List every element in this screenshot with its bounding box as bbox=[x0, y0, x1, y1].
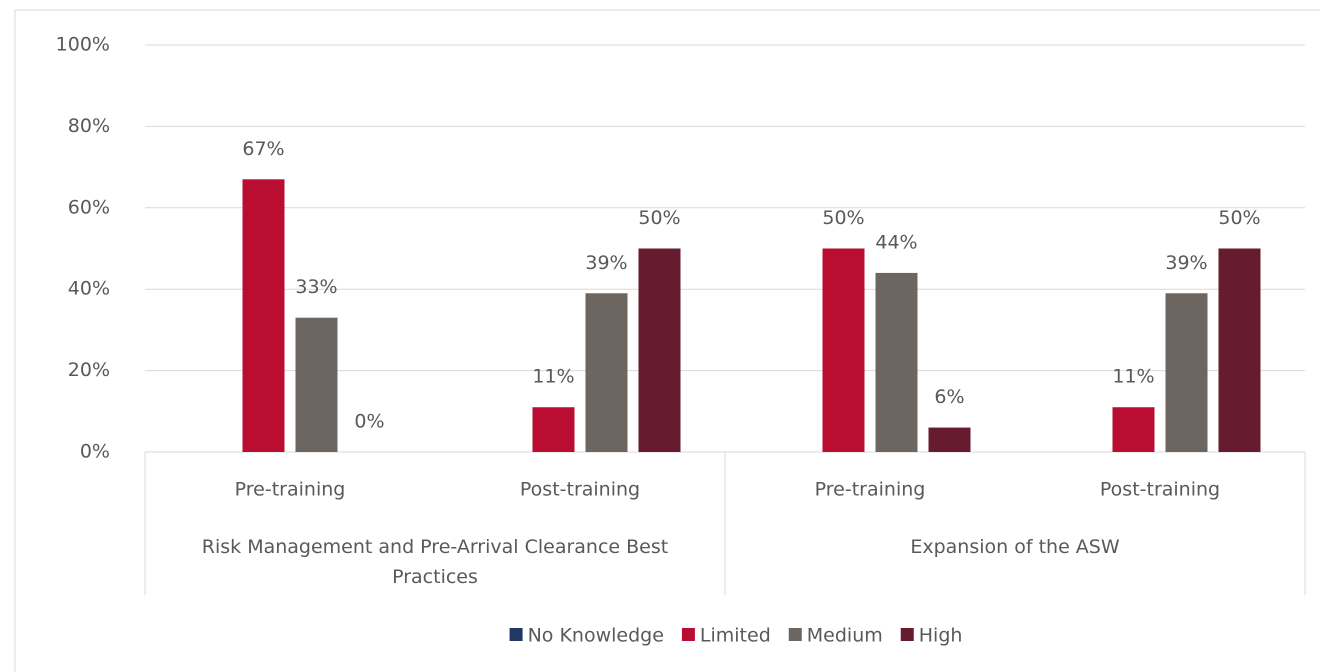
bar bbox=[1112, 407, 1155, 452]
chart-border bbox=[14, 9, 1320, 672]
x-tick-label: Post-training bbox=[1100, 479, 1220, 501]
data-label: 67% bbox=[242, 138, 284, 160]
y-tick-label: 20% bbox=[68, 359, 110, 381]
legend-label: High bbox=[919, 625, 963, 647]
legend-swatch bbox=[788, 628, 802, 641]
data-label: 50% bbox=[1218, 207, 1260, 229]
legend-label: Limited bbox=[700, 625, 771, 647]
data-label: 11% bbox=[1112, 366, 1154, 388]
legend-swatch bbox=[900, 628, 914, 641]
data-label: 50% bbox=[822, 207, 864, 229]
y-tick-label: 80% bbox=[68, 115, 110, 137]
y-tick-label: 0% bbox=[80, 441, 110, 463]
bar bbox=[242, 179, 285, 452]
data-label: 44% bbox=[875, 231, 917, 253]
legend-label: Medium bbox=[807, 625, 883, 647]
data-label: 11% bbox=[532, 366, 574, 388]
bar bbox=[585, 293, 628, 452]
x-tick-label: Pre-training bbox=[235, 479, 346, 501]
x-tick-label: Pre-training bbox=[815, 479, 926, 501]
group-label: Expansion of the ASW bbox=[910, 536, 1120, 558]
y-tick-label: 60% bbox=[68, 196, 110, 218]
bar bbox=[295, 317, 338, 452]
legend-swatch bbox=[509, 628, 523, 641]
bar bbox=[928, 427, 971, 452]
bar bbox=[1218, 248, 1261, 452]
data-label: 50% bbox=[638, 207, 680, 229]
data-label: 0% bbox=[354, 411, 384, 433]
x-tick-label: Post-training bbox=[520, 479, 640, 501]
data-label: 39% bbox=[1165, 252, 1207, 274]
legend-label: No Knowledge bbox=[528, 625, 664, 647]
bar bbox=[532, 407, 575, 452]
data-label: 39% bbox=[585, 252, 627, 274]
bar bbox=[638, 248, 681, 452]
y-tick-label: 40% bbox=[68, 278, 110, 300]
bar bbox=[1165, 293, 1208, 452]
legend-swatch bbox=[681, 628, 695, 641]
group-label: Risk Management and Pre-Arrival Clearanc… bbox=[201, 536, 669, 588]
data-label: 33% bbox=[295, 276, 337, 298]
data-label: 6% bbox=[934, 386, 964, 408]
y-tick-label: 100% bbox=[56, 34, 110, 56]
bar bbox=[822, 248, 865, 452]
bar bbox=[875, 272, 918, 452]
